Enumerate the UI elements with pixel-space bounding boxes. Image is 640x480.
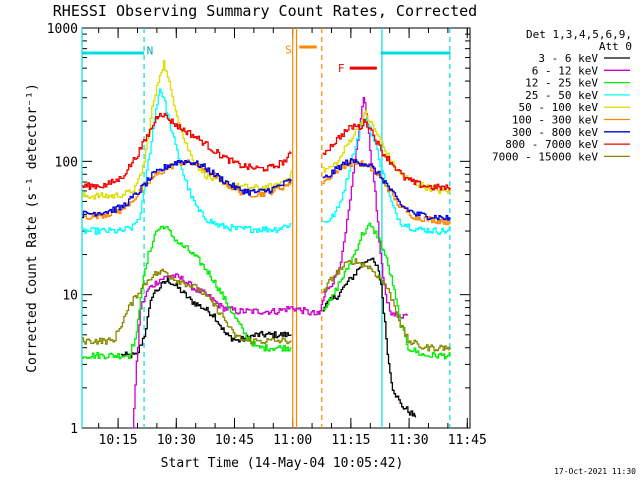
series-6-12-kev [132, 97, 409, 429]
y-tick-label: 10 [62, 289, 78, 304]
y-tick-label: 100 [55, 155, 78, 170]
series-line [322, 258, 452, 352]
x-tick-label: 10:45 [215, 433, 254, 448]
series-25-50-kev [82, 88, 452, 235]
series-line [82, 112, 292, 190]
series-line [82, 88, 292, 235]
legend-label: 25 - 50 keV [525, 89, 598, 102]
x-tick-label: 11:45 [448, 433, 487, 448]
y-tick-label: 1000 [47, 22, 78, 37]
series-300-800-kev [82, 158, 451, 221]
series-100-300-kev [82, 158, 452, 226]
x-tick-label: 11:15 [331, 433, 370, 448]
series-line [82, 159, 293, 220]
legend-label: 300 - 800 keV [512, 126, 598, 139]
series-line [322, 158, 451, 221]
series-line [82, 268, 292, 345]
x-tick-label: 11:30 [390, 433, 429, 448]
marker-label: S [285, 43, 292, 56]
x-tick-label: 10:30 [157, 433, 196, 448]
y-axis-label: Corrected Count Rate (s⁻¹ detector⁻¹) [25, 83, 40, 373]
series-line [82, 60, 293, 200]
series-line [322, 119, 452, 191]
legend-label: 6 - 12 keV [532, 64, 599, 77]
series-line [82, 159, 293, 219]
series-12-25-kev [82, 222, 452, 360]
footer-timestamp: 17-Oct-2021 11:30 [554, 467, 636, 476]
marker-label: F [338, 62, 345, 75]
legend-label: 12 - 25 keV [525, 77, 598, 90]
series-3-6-kev [120, 257, 417, 418]
series-line [322, 222, 452, 360]
legend-label: 7000 - 15000 keV [492, 150, 598, 163]
x-axis-label: Start Time (14-May-04 10:05:42) [161, 456, 404, 471]
series-50-100-kev [82, 60, 452, 200]
marker-label: N [147, 44, 154, 57]
series-line [82, 225, 292, 360]
x-tick-label: 10:15 [99, 433, 138, 448]
series-line [132, 97, 409, 429]
legend-label: 3 - 6 keV [538, 52, 598, 65]
legend-header-line1: Det 1,3,4,5,6,9, [526, 28, 632, 41]
chart-title: RHESSI Observing Summary Count Rates, Co… [53, 2, 477, 20]
x-tick-label: 11:00 [273, 433, 312, 448]
series-800-7000-kev [82, 112, 452, 191]
legend-header-line2: Att 0 [599, 40, 632, 53]
series-line [322, 158, 452, 226]
series-7000-15000-kev [82, 258, 452, 352]
series-line [120, 276, 292, 359]
y-tick-label: 1 [70, 422, 78, 437]
legend-label: 50 - 100 keV [519, 101, 599, 114]
series-line [322, 257, 417, 418]
legend-label: 800 - 7000 keV [505, 138, 598, 151]
legend-label: 100 - 300 keV [512, 114, 598, 127]
